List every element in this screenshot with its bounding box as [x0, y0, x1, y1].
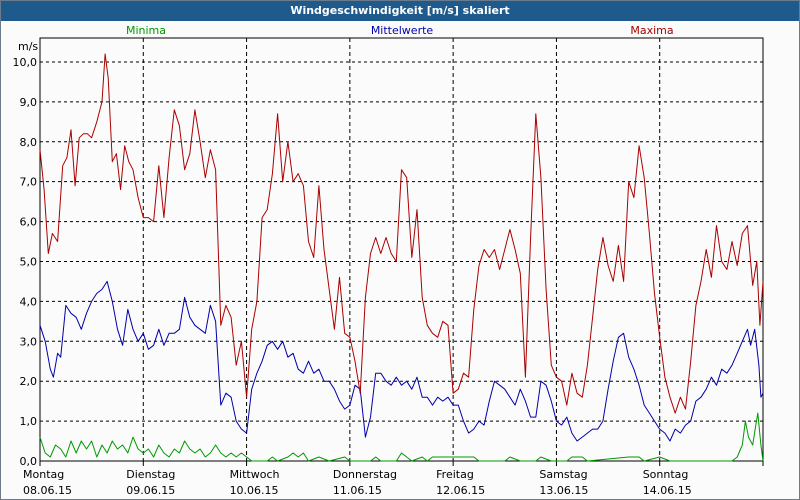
legend-entry-minima: Minima [126, 24, 166, 37]
y-tick-label: 7,0 [20, 176, 38, 189]
legend-entry-mittelwerte: Mittelwerte [371, 24, 434, 37]
x-tick-weekday: Mittwoch [230, 468, 280, 481]
x-tick-weekday: Freitag [436, 468, 474, 481]
y-tick-label: 0,0 [20, 455, 38, 468]
x-tick-date: 14.06.15 [643, 484, 692, 497]
x-tick-weekday: Montag [23, 468, 64, 481]
y-tick-label: 10,0 [13, 56, 38, 69]
y-tick-label: 8,0 [20, 136, 38, 149]
y-tick-label: 4,0 [20, 295, 38, 308]
y-tick-label: 6,0 [20, 216, 38, 229]
y-tick-label: 1,0 [20, 415, 38, 428]
plot-area [39, 37, 764, 462]
y-tick-label: 9,0 [20, 96, 38, 109]
y-tick-label: 5,0 [20, 255, 38, 268]
series-lines [39, 53, 764, 462]
x-tick-date: 09.06.15 [126, 484, 175, 497]
x-tick-weekday: Dienstag [126, 468, 175, 481]
series-line-maxima [39, 53, 764, 414]
legend-entry-maxima: Maxima [630, 24, 673, 37]
legend: Minima Mittelwerte Maxima [126, 24, 674, 37]
x-tick-weekday: Samstag [539, 468, 587, 481]
series-line-mittelwerte [39, 280, 764, 442]
chart-title: Windgeschwindigkeit [m/s] skaliert [1, 1, 799, 21]
x-tick-date: 08.06.15 [23, 484, 72, 497]
x-tick-date: 11.06.15 [333, 484, 382, 497]
x-tick-weekday: Sonntag [643, 468, 689, 481]
grid [40, 38, 763, 462]
x-axis: Montag 08.06.15 Dienstag 09.06.15 Mittwoch 10… [23, 461, 764, 497]
y-tick-label: 3,0 [20, 335, 38, 348]
series-line-minima [39, 412, 764, 462]
x-tick-date: 10.06.15 [230, 484, 279, 497]
y-axis-label: m/s [18, 40, 38, 53]
x-tick-weekday: Donnerstag [333, 468, 397, 481]
x-tick-date: 12.06.15 [436, 484, 485, 497]
x-tick-date: 13.06.15 [539, 484, 588, 497]
y-tick-label: 2,0 [20, 375, 38, 388]
y-axis: 0,0 1,0 2,0 3,0 4,0 5,0 6,0 7,0 8,0 9,0 10,0 [13, 56, 38, 468]
